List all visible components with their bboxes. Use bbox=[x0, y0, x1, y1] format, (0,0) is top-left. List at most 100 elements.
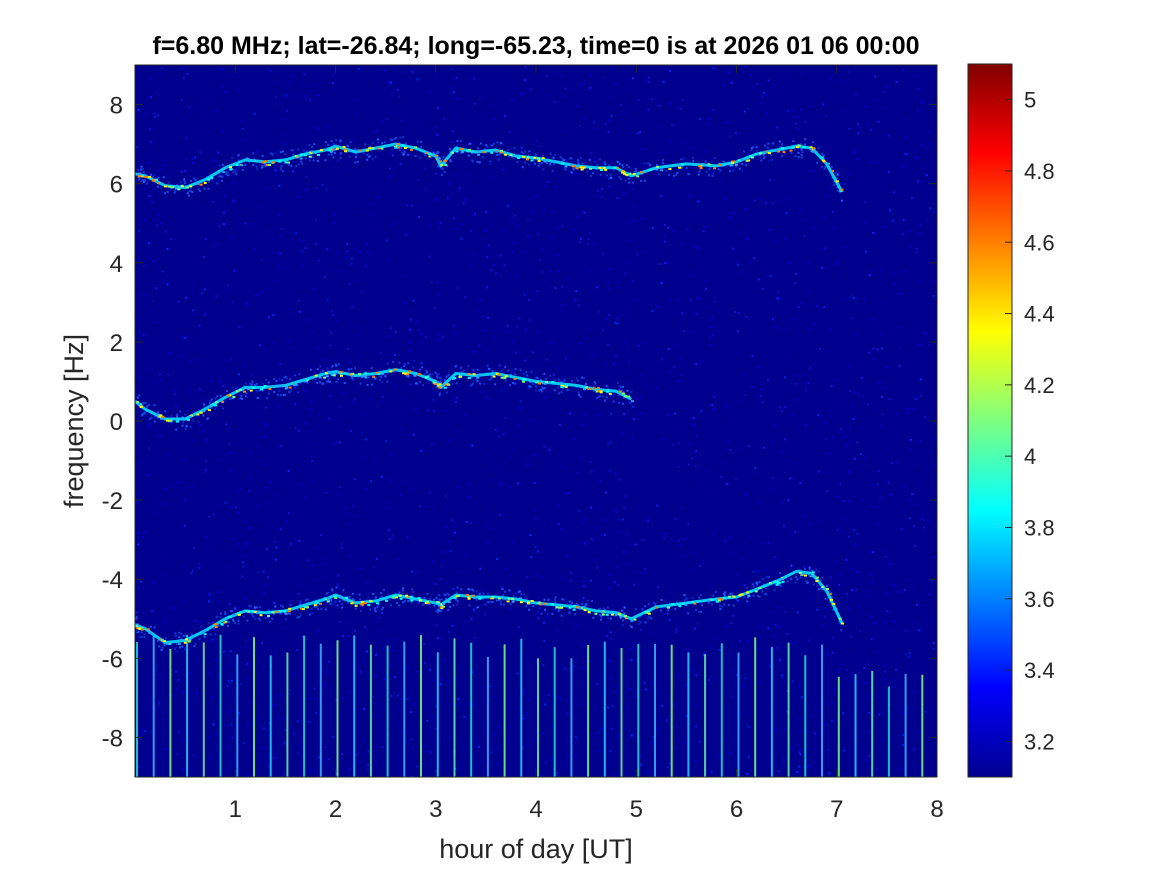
trace-hotspot bbox=[406, 372, 409, 375]
trace-hotspot bbox=[547, 381, 551, 384]
noise-speckle bbox=[893, 620, 896, 623]
noise-speckle bbox=[430, 443, 433, 446]
noise-speckle bbox=[859, 426, 862, 429]
noise-speckle bbox=[861, 499, 864, 501]
noise-speckle bbox=[316, 653, 319, 656]
trace-halo-point bbox=[618, 163, 621, 165]
noise-speckle bbox=[581, 521, 584, 524]
noise-speckle bbox=[184, 524, 186, 527]
noise-speckle bbox=[590, 538, 593, 540]
trace-hotspot bbox=[830, 598, 833, 601]
noise-speckle bbox=[609, 750, 612, 753]
trace-halo-point bbox=[490, 377, 493, 380]
noise-speckle bbox=[863, 510, 866, 513]
noise-speckle bbox=[493, 264, 496, 266]
trace-halo-point bbox=[329, 603, 332, 605]
noise-speckle bbox=[516, 433, 518, 436]
trace-halo-point bbox=[352, 378, 355, 381]
noise-speckle bbox=[166, 248, 169, 250]
noise-speckle bbox=[217, 674, 220, 677]
noise-speckle bbox=[656, 386, 658, 389]
noise-speckle bbox=[455, 397, 458, 400]
noise-speckle bbox=[869, 198, 872, 201]
noise-speckle bbox=[779, 297, 781, 300]
noise-speckle bbox=[181, 117, 184, 120]
noise-speckle bbox=[606, 635, 609, 638]
noise-speckle bbox=[388, 167, 391, 170]
noise-speckle bbox=[473, 608, 476, 611]
noise-speckle bbox=[803, 373, 806, 376]
trace-hotspot bbox=[317, 154, 320, 156]
noise-speckle bbox=[786, 109, 789, 112]
colorbar-tick-label: 4 bbox=[1024, 444, 1036, 469]
trace-halo-point bbox=[472, 160, 474, 163]
noise-speckle bbox=[279, 694, 281, 697]
trace-halo-point bbox=[357, 376, 360, 379]
noise-speckle bbox=[677, 674, 680, 677]
trace-hotspot bbox=[447, 601, 451, 604]
noise-speckle bbox=[696, 622, 699, 625]
noise-speckle bbox=[223, 723, 226, 726]
trace-hotspot bbox=[691, 601, 695, 604]
noise-speckle bbox=[342, 634, 345, 637]
trace-halo-point bbox=[154, 420, 156, 423]
noise-speckle bbox=[407, 668, 410, 671]
noise-speckle bbox=[767, 103, 769, 106]
trace-halo-point bbox=[743, 596, 746, 599]
noise-speckle bbox=[400, 119, 403, 122]
noise-speckle bbox=[518, 715, 521, 718]
noise-speckle bbox=[157, 700, 160, 703]
noise-speckle bbox=[363, 626, 366, 629]
trace-hotspot bbox=[249, 389, 253, 392]
noise-speckle bbox=[149, 128, 152, 131]
trace-halo-point bbox=[157, 639, 160, 642]
noise-speckle bbox=[729, 652, 732, 655]
trace-halo-point bbox=[206, 418, 209, 421]
trace-hotspot bbox=[713, 167, 716, 170]
noise-speckle bbox=[549, 388, 552, 391]
noise-speckle bbox=[565, 277, 568, 280]
noise-speckle bbox=[845, 517, 848, 520]
trace-halo-point bbox=[599, 173, 602, 176]
trace-halo-point bbox=[280, 165, 283, 168]
noise-speckle bbox=[315, 712, 317, 714]
trace-halo-point bbox=[436, 373, 439, 376]
trace-halo-point bbox=[264, 165, 267, 168]
trace-hotspot bbox=[572, 608, 576, 611]
trace-halo-point bbox=[439, 598, 441, 601]
noise-speckle bbox=[230, 679, 233, 682]
trace-hotspot bbox=[491, 595, 495, 598]
noise-speckle bbox=[266, 548, 268, 551]
trace-hotspot bbox=[294, 154, 298, 157]
trace-halo-point bbox=[438, 594, 441, 597]
trace-halo-point bbox=[698, 596, 701, 599]
noise-speckle bbox=[799, 109, 802, 111]
noise-speckle bbox=[826, 490, 829, 493]
trace-hotspot bbox=[376, 371, 380, 374]
trace-hotspot bbox=[511, 598, 515, 601]
noise-speckle bbox=[410, 153, 412, 156]
noise-speckle bbox=[623, 314, 626, 317]
noise-speckle bbox=[713, 395, 715, 398]
noise-speckle bbox=[599, 480, 602, 483]
noise-speckle bbox=[762, 542, 765, 545]
noise-speckle bbox=[445, 526, 447, 529]
trace-halo-point bbox=[445, 597, 447, 600]
colorbar-tick-label: 4.8 bbox=[1024, 159, 1055, 184]
noise-speckle bbox=[700, 297, 703, 300]
noise-speckle bbox=[785, 212, 788, 215]
trace-hotspot bbox=[828, 593, 832, 596]
noise-speckle bbox=[198, 388, 201, 391]
noise-speckle bbox=[582, 643, 585, 646]
noise-speckle bbox=[298, 539, 301, 542]
noise-speckle bbox=[320, 534, 323, 536]
noise-speckle bbox=[188, 390, 190, 393]
trace-halo-point bbox=[435, 386, 438, 389]
noise-speckle bbox=[271, 556, 274, 559]
noise-speckle bbox=[326, 298, 329, 301]
trace-halo-point bbox=[242, 615, 245, 618]
noise-speckle bbox=[800, 302, 803, 305]
trace-halo-point bbox=[407, 153, 409, 156]
noise-speckle bbox=[489, 685, 491, 687]
noise-speckle bbox=[887, 481, 890, 484]
